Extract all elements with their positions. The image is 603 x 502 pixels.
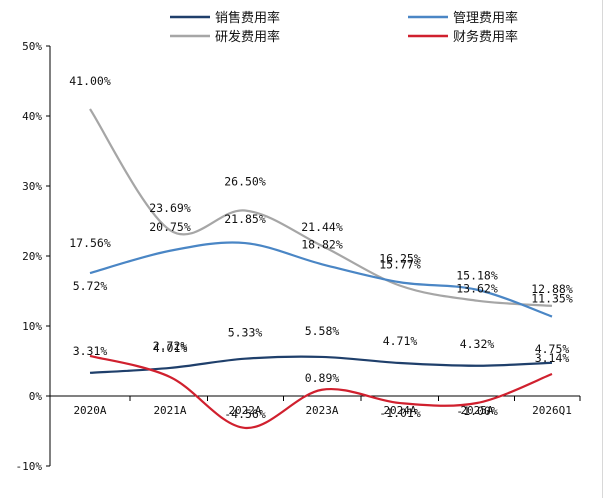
finance-expense-ratio-data-label: -1.01% <box>379 406 421 420</box>
sales-expense-ratio-data-label: 4.71% <box>383 334 418 348</box>
rnd-expense-ratio-data-label: 21.44% <box>301 220 343 234</box>
finance-expense-ratio-data-label: 5.72% <box>73 279 108 293</box>
finance-expense-ratio-data-label: 0.89% <box>305 371 340 385</box>
rnd-expense-ratio-data-label: 23.69% <box>149 201 191 215</box>
admin-expense-ratio-data-label: 18.82% <box>301 237 343 251</box>
y-tick-label: 50% <box>22 40 42 53</box>
rnd-expense-ratio-legend-label: 研发费用率 <box>215 29 280 45</box>
admin-expense-ratio-data-label: 11.35% <box>531 292 573 306</box>
admin-expense-ratio-data-label: 17.56% <box>69 236 111 250</box>
rnd-expense-ratio-data-label: 15.77% <box>379 258 421 272</box>
admin-expense-ratio-data-label: 20.75% <box>149 220 191 234</box>
sales-expense-ratio-legend-label: 销售费用率 <box>215 10 280 26</box>
x-tick-label: 2023A <box>305 404 338 417</box>
admin-expense-ratio-data-label: 15.18% <box>456 269 498 283</box>
finance-expense-ratio-line <box>89 354 553 430</box>
sales-expense-ratio-data-label: 5.58% <box>305 324 340 338</box>
axes: -10% 0% 10% 20% 30% 40% 50% 2020A 2021A 2022A 2023… <box>16 40 581 473</box>
rnd-expense-ratio-data-label: 12.88% <box>531 282 573 296</box>
sales-expense-ratio-data-label: 5.33% <box>228 326 263 340</box>
sales-expense-ratio-data-label: 3.31% <box>73 344 108 358</box>
y-tick-label: 40% <box>22 110 42 123</box>
finance-expense-ratio-data-label: 2.72% <box>153 339 188 353</box>
finance-expense-ratio-data-label: 3.14% <box>535 351 570 365</box>
x-tick-label: 2026Q1 <box>532 404 572 417</box>
rnd-expense-ratio-data-label: 41.00% <box>69 74 111 88</box>
admin-expense-ratio-line <box>89 241 553 318</box>
sales-expense-ratio-data-label: 4.01% <box>153 341 188 355</box>
rnd-expense-ratio-data-label: 26.50% <box>224 175 266 189</box>
admin-expense-ratio-data-label: 16.25% <box>379 251 421 265</box>
rnd-expense-ratio-data-label: 13.62% <box>456 282 498 296</box>
sales-expense-ratio-line <box>89 355 553 374</box>
admin-expense-ratio-legend-label: 管理费用率 <box>453 10 518 26</box>
y-tick-label: 0% <box>29 390 43 403</box>
y-tick-label: -10% <box>16 460 43 473</box>
y-tick-label: 20% <box>22 250 42 263</box>
x-tick-label: 2020A <box>73 404 106 417</box>
x-tick-label: 2021A <box>153 404 186 417</box>
y-tick-label: 10% <box>22 320 42 333</box>
sales-expense-ratio-data-label: 4.75% <box>535 342 570 356</box>
x-tick-label: 2022A <box>228 404 261 417</box>
x-tick-label: 2025A <box>460 404 493 417</box>
finance-expense-ratio-legend-label: 财务费用率 <box>453 29 518 45</box>
series-lines <box>89 108 553 430</box>
finance-expense-ratio-data-label: -4.56% <box>224 407 266 421</box>
y-tick-label: 30% <box>22 180 42 193</box>
sales-expense-ratio-data-label: 4.32% <box>460 337 495 351</box>
rnd-expense-ratio-line <box>89 108 553 307</box>
data-labels: 3.31% 4.01% 5.33% 5.58% 4.71% 4.32% 4.75% 17.56… <box>69 74 573 421</box>
finance-expense-ratio-data-label: -1.00% <box>456 404 498 418</box>
admin-expense-ratio-data-label: 21.85% <box>224 212 266 226</box>
x-tick-label: 2024A <box>383 404 416 417</box>
